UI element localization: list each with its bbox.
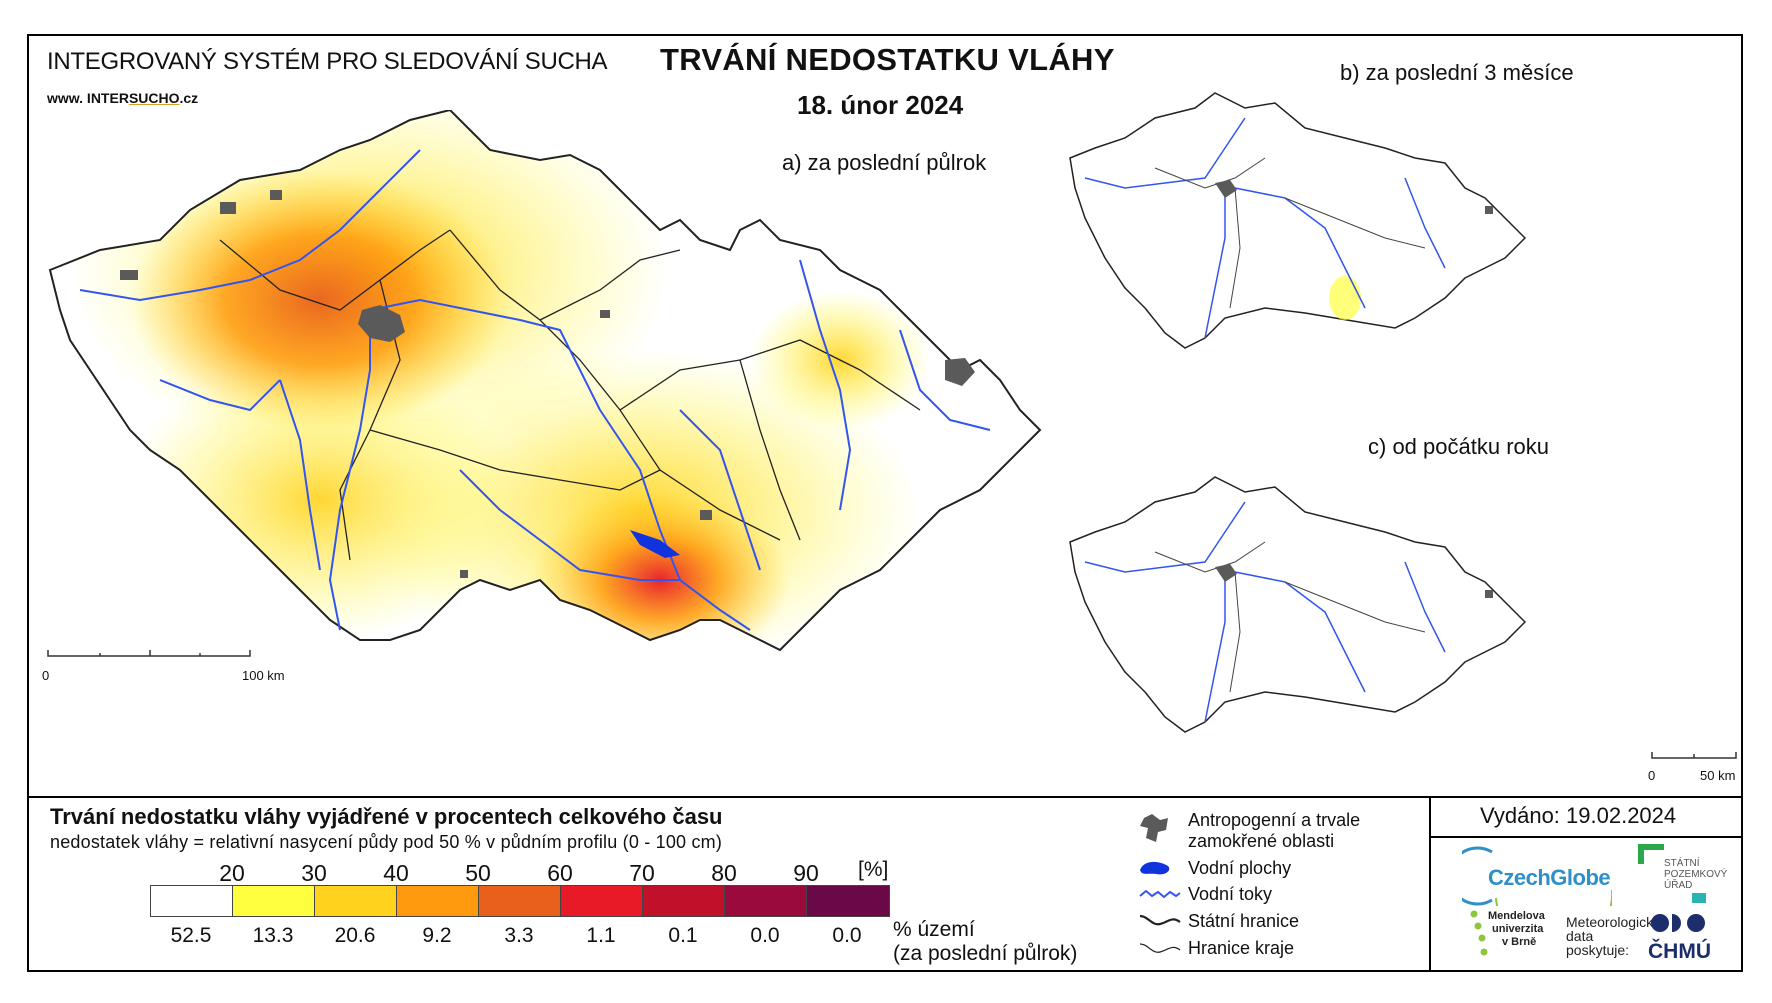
legend-tick: 70 (629, 860, 655, 886)
issuer-separator (1429, 797, 1431, 972)
chmu-name: ČHMÚ (1648, 940, 1711, 963)
mendel-line-2: univerzita (1492, 923, 1544, 935)
legend-area-percent: 0.0 (750, 924, 780, 947)
region-border-label: Hranice kraje (1188, 938, 1295, 958)
legend-area-percent: 0.0 (832, 924, 862, 947)
drought-map-year-start (1069, 476, 1527, 733)
legend-area-label: % území (za poslední půlrok) (893, 918, 1077, 966)
state-border-label: Státní hranice (1188, 911, 1300, 931)
scale-small-max: 50 km (1700, 768, 1736, 783)
legend-area-percent: 13.3 (252, 924, 294, 947)
legend-tick: 50 (465, 860, 491, 886)
scale-bar-small (1651, 752, 1737, 759)
spu-line-2: POZEMKOVÝ (1664, 869, 1728, 880)
czechglobe-logo (1462, 846, 1612, 906)
issued-separator (1430, 836, 1742, 838)
legend-area-percent: 20.6 (334, 924, 376, 947)
legend-bin (233, 886, 315, 916)
drought-map-three-months (1069, 92, 1527, 349)
map-date: 18. únor 2024 (797, 90, 964, 120)
legend-tick: 80 (711, 860, 737, 886)
legend-bin (807, 886, 889, 916)
mendel-university-name: Mendelova univerzita v Brně (1488, 910, 1545, 949)
legend-tick: 20 (219, 860, 245, 886)
legend-area-percent: 9.2 (422, 924, 452, 947)
anthropogenic-area-icon (1140, 814, 1168, 842)
mendel-line-3: v Brně (1502, 936, 1537, 948)
legend-units: [%] (858, 858, 889, 881)
water-bodies-label: Vodní plochy (1188, 858, 1292, 878)
map-b-label: b) za poslední 3 měsíce (1340, 60, 1574, 85)
anthropogenic-line-2: zamokřené oblasti (1188, 831, 1335, 851)
legend-bin (151, 886, 233, 916)
map-c-label: c) od počátku roku (1368, 434, 1549, 459)
mendel-line-1: Mendelova (1488, 910, 1545, 922)
website-prefix: www. INTER (47, 90, 129, 106)
legend-bin (643, 886, 725, 916)
scale-main-zero: 0 (42, 668, 50, 683)
website-suffix: .cz (179, 90, 199, 106)
spu-line-3: ÚŘAD (1664, 880, 1693, 891)
rivers-label: Vodní toky (1188, 884, 1273, 904)
state-border-icon (1139, 914, 1181, 926)
spu-accent-mark (1692, 893, 1706, 903)
spu-logo-mark (1638, 844, 1664, 864)
system-title: INTEGROVANÝ SYSTÉM PRO SLEDOVÁNÍ SUCHA (47, 48, 608, 75)
legend-subtitle: nedostatek vláhy = relativní nasycení pů… (50, 832, 723, 852)
legend-area-percent: 3.3 (504, 924, 534, 947)
legend-tick: 60 (547, 860, 573, 886)
map-frame (27, 34, 1743, 972)
scale-small-zero: 0 (1648, 768, 1656, 783)
legend-color-bar (150, 885, 890, 917)
issued-date: Vydáno: 19.02.2024 (1480, 803, 1677, 828)
spu-name: STÁTNÍ POZEMKOVÝ ÚŘAD (1664, 858, 1727, 891)
mendel-dots-icon (1470, 910, 1488, 956)
meteo-line-3: poskytuje: (1566, 942, 1630, 958)
czechglobe-name: CzechGlobe (1488, 865, 1611, 890)
river-icon (1139, 889, 1181, 899)
region-border-icon (1139, 943, 1181, 953)
area-label-line-2: (za poslední půlrok) (893, 942, 1078, 965)
legend-tick: 40 (383, 860, 409, 886)
legend-tick: 30 (301, 860, 327, 886)
meteo-line-2: data (1566, 928, 1594, 944)
legend-area-percent: 52.5 (170, 924, 212, 947)
website-brand: SUCHO (128, 90, 180, 106)
legend-bin (315, 886, 397, 916)
legend-area-percent: 0.1 (668, 924, 698, 947)
website-link[interactable]: www. INTERSUCHO.cz (47, 90, 198, 106)
main-title: TRVÁNÍ NEDOSTATKU VLÁHY (660, 42, 1115, 77)
meteo-provider-text: Meteorologická data poskytuje: (1566, 915, 1661, 957)
anthropogenic-label: Antropogenní a trvale zamokřené oblasti (1188, 810, 1360, 852)
anthropogenic-line-1: Antropogenní a trvale (1188, 810, 1361, 830)
drought-map-half-year (48, 110, 1042, 652)
legend-bin (479, 886, 561, 916)
chmu-logo-mark (1651, 914, 1705, 932)
legend-bin (725, 886, 807, 916)
legend-tick: 90 (793, 860, 819, 886)
scale-main-max: 100 km (242, 668, 285, 683)
spu-line-1: STÁTNÍ (1664, 858, 1700, 869)
legend-area-percent: 1.1 (586, 924, 616, 947)
legend-bin (561, 886, 643, 916)
map-a-label: a) za poslední půlrok (782, 150, 987, 175)
legend-title: Trvání nedostatku vláhy vyjádřené v proc… (50, 804, 723, 829)
water-body-icon (1140, 861, 1170, 875)
scale-bar-main (47, 650, 251, 657)
legend-separator (27, 796, 1743, 798)
meteo-line-1: Meteorologická (1566, 914, 1661, 930)
legend-bin (397, 886, 479, 916)
area-label-line-1: % území (893, 918, 975, 941)
